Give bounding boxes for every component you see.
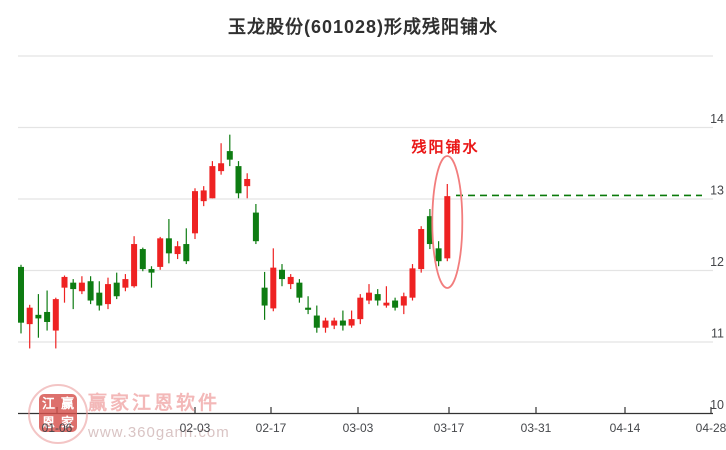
candle-body	[192, 191, 198, 234]
candle-body	[339, 320, 346, 326]
candle-body	[174, 246, 181, 255]
x-tick-label: 02-17	[255, 421, 287, 435]
x-tick-label: 03-17	[433, 421, 465, 435]
page-title: 玉龙股份(601028)形成残阳铺水	[227, 17, 499, 37]
candle-body	[44, 311, 51, 322]
y-tick-label: 10	[710, 398, 724, 412]
candle-body	[348, 319, 355, 326]
candle-body	[105, 284, 111, 305]
candle-body	[61, 276, 68, 288]
candle-body	[26, 307, 33, 325]
candle-body	[183, 244, 190, 262]
candle-body	[18, 266, 24, 323]
candle-body	[200, 190, 207, 202]
x-tick-label: 04-14	[609, 421, 641, 435]
candle-body	[226, 151, 233, 160]
candle-body	[383, 302, 390, 306]
candle-body	[209, 166, 216, 199]
watermark-logo-icon: 江 赢 恩 家	[39, 394, 77, 432]
candle-body	[87, 281, 94, 301]
y-tick-label: 12	[710, 255, 724, 269]
candle-body	[113, 282, 120, 297]
candle-body	[35, 314, 42, 319]
candle-body	[270, 267, 277, 309]
candle-body	[357, 297, 364, 320]
candle-body	[322, 320, 329, 328]
y-tick-label: 14	[710, 112, 724, 126]
x-tick-label: 01-06	[41, 421, 73, 435]
candle-body	[131, 244, 138, 287]
candle-body	[409, 268, 416, 298]
logo-char: 江	[41, 396, 55, 411]
candle-body	[261, 287, 268, 306]
logo-char: 赢	[60, 396, 74, 411]
candle-body	[444, 196, 451, 259]
candle-body	[366, 292, 372, 301]
candle-body	[287, 276, 294, 285]
x-tick-label: 03-31	[520, 421, 552, 435]
candle-body	[252, 212, 259, 242]
candle-body	[148, 269, 155, 273]
candle-body	[157, 238, 164, 267]
candle-body	[331, 320, 338, 326]
candle-body	[418, 229, 425, 270]
candle-body	[165, 238, 172, 254]
y-tick-label: 13	[710, 184, 724, 198]
x-tick-label: 04-28	[695, 421, 726, 435]
highlight-ellipse	[431, 155, 464, 289]
candle-body	[296, 282, 303, 298]
candle-body	[78, 282, 85, 292]
candle-body	[392, 300, 399, 308]
candle-body	[122, 279, 129, 288]
candle-body	[244, 178, 251, 187]
watermark-brand-text: 赢家江恩软件	[88, 393, 221, 414]
x-tick-label: 02-03	[179, 421, 211, 435]
candle-body	[400, 296, 407, 306]
candle-body	[218, 163, 225, 172]
y-tick-label: 11	[711, 327, 724, 341]
x-tick-label: 03-03	[342, 421, 374, 435]
logo-char: 恩	[41, 415, 55, 430]
candle-body	[426, 216, 433, 245]
watermark-url-text: www.360gann.com	[88, 424, 230, 441]
candle-body	[313, 315, 320, 328]
candle-body	[374, 294, 381, 301]
logo-char: 家	[60, 415, 74, 430]
pattern-annotation-label: 残阳铺水	[411, 139, 480, 156]
candle-body	[435, 248, 442, 262]
candle-body	[96, 292, 103, 306]
candle-body	[139, 249, 146, 270]
candle-body	[305, 307, 312, 310]
candle-body	[235, 166, 242, 194]
candle-body	[70, 282, 77, 290]
candle-body	[279, 269, 285, 280]
watermark-logo-circle	[28, 384, 88, 444]
candle-body	[52, 299, 59, 331]
